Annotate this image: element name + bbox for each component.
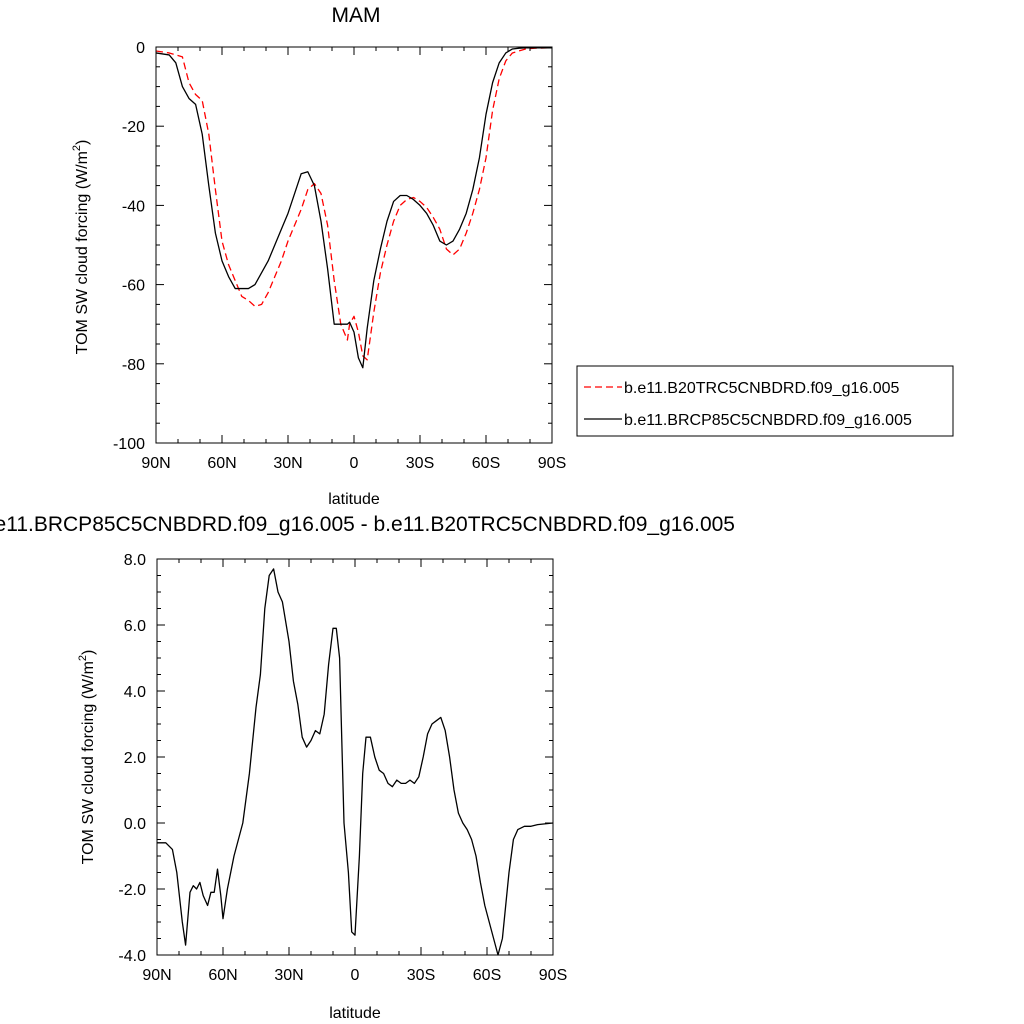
chart-title-bottom: b.e11.BRCP85C5CNBDRD.f09_g16.005 - b.e11… — [0, 513, 735, 536]
y-axis-title-bottom: TOM SW cloud forcing (W/m2) — [77, 650, 97, 865]
y-tick-label-top-4: -80 — [122, 357, 145, 374]
y-axis-title-bottom-sup: 2 — [77, 655, 89, 661]
y-tick-label-top-3: -60 — [122, 278, 145, 295]
tick-group-bottom: 90N 60N 30N 0 30S 60S 90S 8.0 6.0 4.0 2.0 0.0 -2.0 -4… — [118, 552, 567, 984]
x-tick-label-bottom-5: 60S — [473, 967, 501, 984]
y-tick-label-bottom-3: 2.0 — [124, 750, 146, 767]
y-tick-label-bottom-0: 8.0 — [124, 552, 146, 569]
tick-group-top: 90N 60N 30N 0 30S 60S 90S 0 -20 -40 -60 -80 -100 — [113, 40, 566, 472]
y-axis-title-top-end: ) — [74, 140, 91, 145]
x-tick-label-bottom-2: 30N — [274, 967, 303, 984]
y-tick-label-top-2: -40 — [122, 198, 145, 215]
y-tick-label-bottom-1: 6.0 — [124, 618, 146, 635]
chart-panel-bottom: b.e11.BRCP85C5CNBDRD.f09_g16.005 - b.e11… — [0, 513, 735, 1022]
series-group-bottom — [157, 568, 554, 956]
y-axis-title-top: TOM SW cloud forcing (W/m2) — [71, 140, 91, 355]
chart-title-top: MAM — [332, 4, 381, 27]
x-tick-label-top-1: 60N — [207, 455, 236, 472]
y-tick-label-bottom-5: -2.0 — [118, 882, 146, 899]
legend-label-1: b.e11.BRCP85C5CNBDRD.f09_g16.005 — [624, 412, 912, 429]
x-tick-label-bottom-6: 90S — [539, 967, 567, 984]
y-axis-title-bottom-main: TOM SW cloud forcing (W/m — [80, 661, 97, 864]
y-tick-label-bottom-6: -4.0 — [118, 948, 146, 965]
x-axis-title-top: latitude — [328, 491, 380, 508]
x-tick-label-top-0: 90N — [141, 455, 170, 472]
series-line-top-0 — [155, 47, 553, 361]
series-line-top-1 — [155, 47, 552, 369]
chart-panel-top: MAM 90N 60N 30N 0 30S 60S 90S 0 -20 -40 -60 -80 -100… — [71, 4, 954, 508]
legend-label-0: b.e11.B20TRC5CNBDRD.f09_g16.005 — [624, 380, 900, 397]
y-tick-label-bottom-2: 4.0 — [124, 684, 146, 701]
x-tick-label-bottom-0: 90N — [142, 967, 171, 984]
x-tick-label-bottom-4: 30S — [407, 967, 435, 984]
plot-frame-top — [155, 46, 553, 444]
x-tick-label-bottom-1: 60N — [208, 967, 237, 984]
x-axis-title-bottom: latitude — [329, 1005, 381, 1022]
x-tick-label-top-5: 60S — [472, 455, 500, 472]
y-tick-label-top-0: 0 — [136, 40, 145, 57]
legend-box — [576, 365, 954, 437]
y-axis-title-bottom-end: ) — [80, 650, 97, 655]
x-tick-label-top-6: 90S — [538, 455, 566, 472]
plot-frame-bottom — [156, 558, 554, 956]
y-axis-title-top-main: TOM SW cloud forcing (W/m — [74, 151, 91, 354]
x-tick-label-top-3: 0 — [350, 455, 359, 472]
y-axis-title-top-sup: 2 — [71, 145, 83, 151]
series-group-top — [155, 47, 553, 369]
series-line-bottom-0 — [157, 568, 554, 956]
x-tick-label-bottom-3: 0 — [351, 967, 360, 984]
y-tick-label-top-1: -20 — [122, 119, 145, 136]
y-tick-label-top-5: -100 — [113, 436, 145, 453]
x-tick-label-top-4: 30S — [406, 455, 434, 472]
x-tick-label-top-2: 30N — [273, 455, 302, 472]
y-tick-label-bottom-4: 0.0 — [124, 816, 146, 833]
legend: b.e11.B20TRC5CNBDRD.f09_g16.005 b.e11.BR… — [576, 365, 954, 437]
